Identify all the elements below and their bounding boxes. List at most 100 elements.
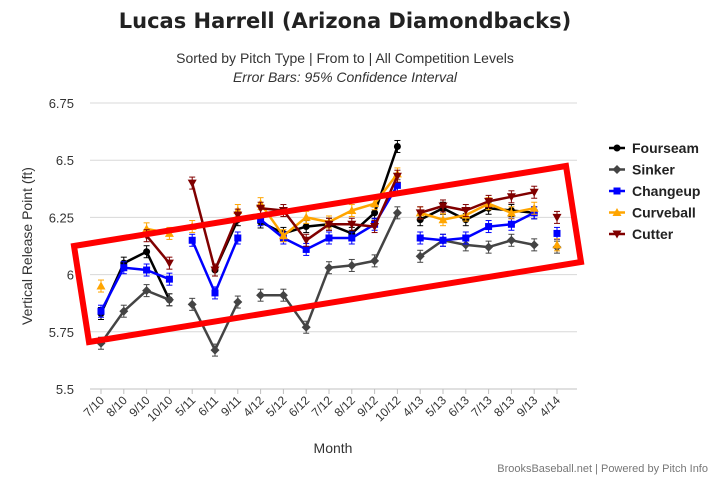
cutter-point [484,197,494,206]
cutter-line [145,234,171,264]
x-tick-label: 4/12 [240,393,267,420]
curveball-point [529,203,539,212]
curveball-point [96,281,106,290]
x-tick-label: 6/13 [446,393,473,420]
legend-marker [612,208,622,216]
legend[interactable]: Fourseam Sinker Changeup Curveball Cutter [609,140,700,242]
changeup-point [120,264,128,272]
y-tick-label: 5.75 [49,325,74,340]
cutter-point [164,259,174,268]
series-cutter [142,169,562,277]
legend-label: Cutter [632,226,674,242]
sinker-point [256,290,266,300]
fourseam-point [143,248,151,256]
curveball-point [278,231,288,240]
x-tick-label: 8/10 [104,393,131,420]
cutter-point [529,188,539,197]
curveball-point [301,212,311,221]
y-tick-label: 5.5 [56,382,74,397]
legend-item-sinker[interactable]: Sinker [609,162,675,178]
cutter-point [233,211,243,220]
sinker-point [187,299,197,309]
curveball-point [370,199,380,208]
changeup-point [507,220,515,228]
sinker-point [164,295,174,305]
x-tick-label: 9/11 [218,393,244,419]
grid [90,102,577,390]
changeup-line [99,266,170,312]
changeup-point [143,266,151,274]
x-tick-label: 5/11 [173,393,199,419]
cutter-point [301,236,311,245]
sinker-point [415,251,425,261]
y-tick-label: 6.75 [49,96,74,111]
cutter-point [347,220,357,229]
fourseam-point [302,223,310,231]
sinker-point [370,256,380,266]
sinker-line [99,289,170,344]
sinker-point [347,260,357,270]
changeup-point [302,245,310,253]
legend-label: Changeup [632,183,700,199]
changeup-point [485,223,493,231]
legend-item-cutter[interactable]: Cutter [609,226,674,242]
changeup-point [234,234,242,242]
sinker-point [301,322,311,332]
x-tick-label: 5/12 [263,393,290,420]
fourseam-point [371,209,379,217]
credits: BrooksBaseball.net | Powered by Pitch In… [497,463,708,475]
x-tick-label: 6/11 [195,393,221,419]
changeup-point [348,234,356,242]
x-tick-label: 4/14 [537,393,564,420]
sinker-point [392,208,402,218]
cutter-point [461,207,471,216]
x-tick-label: 7/12 [309,393,336,420]
y-axis-ticks: 5.5 5.75 6 6.25 6.5 6.75 [49,96,74,397]
x-tick-label: 8/13 [491,393,518,420]
legend-label: Sinker [632,162,675,178]
curveball-point [142,224,152,233]
cutter-point [415,209,425,218]
cutter-point [506,193,516,202]
sinker-point [461,240,471,250]
legend-marker [612,165,622,174]
sinker-point [210,345,220,355]
fourseam-point [393,142,401,150]
changeup-point [439,236,447,244]
changeup-line [420,211,535,242]
sinker-point [324,263,334,273]
cutter-point [438,202,448,211]
x-tick-label: 4/13 [400,393,427,420]
cutter-point [187,179,197,188]
cutter-line [419,190,535,214]
x-tick-label: 7/13 [468,393,495,420]
sinker-line [419,239,535,258]
legend-item-fourseam[interactable]: Fourseam [609,140,699,156]
cutter-point [370,223,380,232]
legend-marker [612,230,622,239]
sinker-point [484,242,494,252]
changeup-point [97,307,105,315]
legend-item-curveball[interactable]: Curveball [609,205,696,221]
sinker-point [506,235,516,245]
curveball-line [419,202,535,221]
y-axis-title: Vertical Release Point (ft) [19,167,35,325]
curveball-point [347,206,357,215]
changeup-point [553,229,561,237]
legend-item-changeup[interactable]: Changeup [609,183,700,199]
chart-title: Lucas Harrell (Arizona Diamondbacks) [119,9,571,33]
cutter-point [210,266,220,275]
series [96,139,562,357]
fourseam-line [99,250,171,315]
changeup-point [211,289,219,297]
y-tick-label: 6.5 [56,153,74,168]
chart-subtitle: Sorted by Pitch Type | From to | All Com… [176,50,514,66]
cutter-point [256,204,266,213]
legend-label: Fourseam [632,140,699,156]
sinker-point [278,290,288,300]
highlight-box [70,162,585,346]
curveball-point [438,215,448,224]
x-tick-label: 7/10 [81,393,108,420]
changeup-point [325,234,333,242]
